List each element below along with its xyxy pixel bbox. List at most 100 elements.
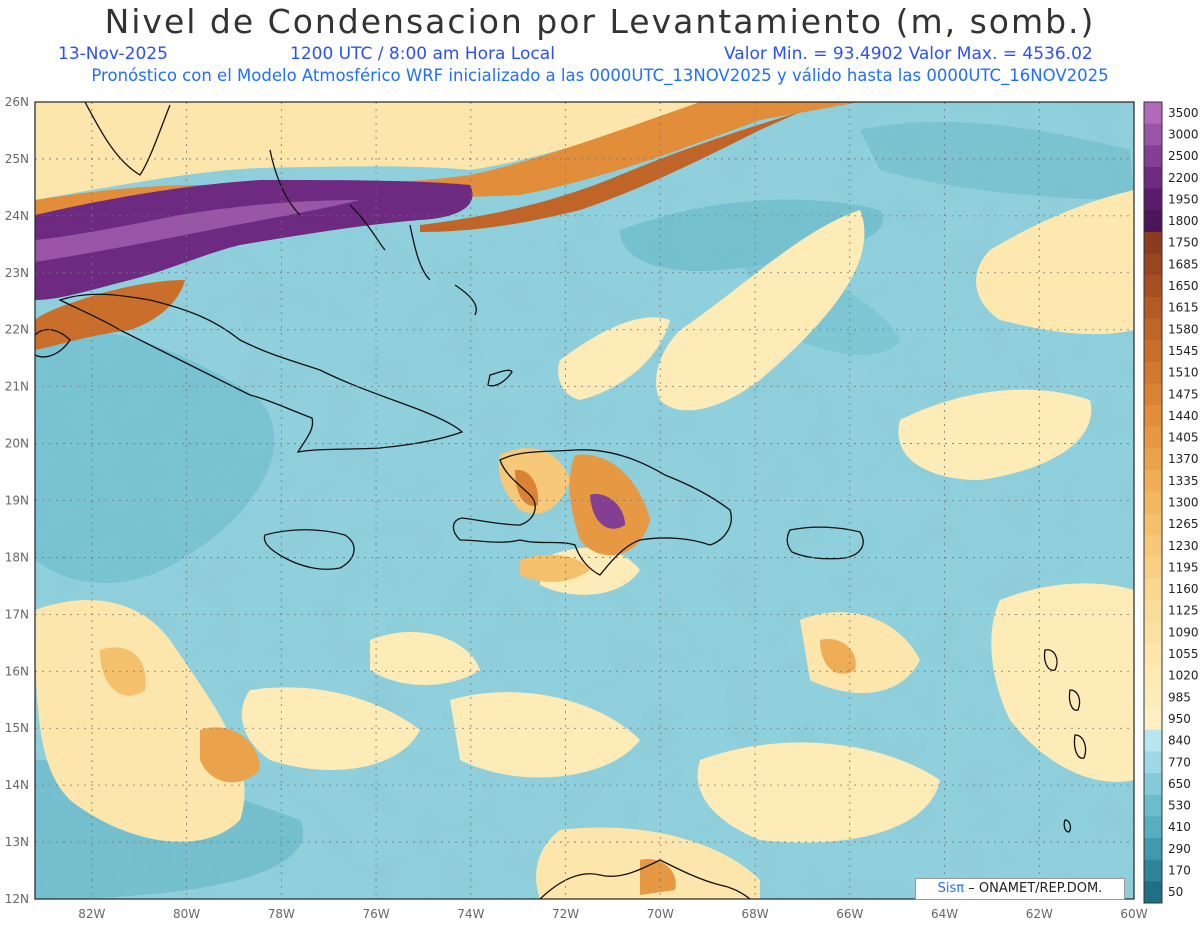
- legend-frame: [1143, 101, 1163, 904]
- lat-label: 19N: [5, 494, 29, 508]
- legend-swatch: [1144, 556, 1162, 579]
- lat-label: 13N: [5, 835, 29, 849]
- legend-label: 2500: [1168, 149, 1199, 163]
- lat-label: 23N: [5, 266, 29, 280]
- legend-swatch: [1144, 686, 1162, 709]
- lon-label: 76W: [362, 907, 389, 921]
- legend-swatch: [1144, 166, 1162, 190]
- lat-label: 16N: [5, 664, 29, 678]
- lat-label: 24N: [5, 209, 29, 223]
- lat-label: 21N: [5, 380, 29, 394]
- legend-label: 1265: [1168, 517, 1199, 531]
- legend-label: 1685: [1168, 257, 1199, 271]
- legend-label: 1615: [1168, 301, 1199, 315]
- forecast-date: 13-Nov-2025: [58, 44, 168, 64]
- legend-swatch: [1144, 210, 1162, 233]
- legend-swatch: [1144, 664, 1162, 688]
- lat-label: 14N: [5, 778, 29, 792]
- legend-label: 950: [1168, 712, 1191, 726]
- lon-label: 74W: [457, 907, 484, 921]
- legend-swatch: [1144, 361, 1162, 384]
- legend-swatch: [1144, 599, 1162, 623]
- legend-label: 3500: [1168, 106, 1199, 120]
- legend-swatch: [1144, 751, 1162, 774]
- legend-swatch: [1144, 470, 1162, 493]
- lat-label: 26N: [5, 95, 29, 109]
- credit-box: Sisπ – ONAMET/REP.DOM.: [915, 878, 1125, 900]
- lesser-antilles: [1043, 649, 1087, 833]
- legend-swatch: [1144, 253, 1162, 276]
- legend-swatch: [1144, 448, 1162, 471]
- legend-label: 1020: [1168, 669, 1199, 683]
- legend-label: 2200: [1168, 171, 1199, 185]
- legend-swatch: [1144, 534, 1162, 558]
- forecast-note: Pronóstico con el Modelo Atmosférico WRF…: [91, 66, 1109, 85]
- legend-label: 1800: [1168, 214, 1199, 228]
- map-frame: [34, 101, 1135, 900]
- legend-swatch: [1144, 188, 1162, 211]
- legend-label: 290: [1168, 842, 1191, 856]
- florida-coast: [84, 102, 171, 176]
- lon-label: 72W: [552, 907, 579, 921]
- legend-swatch: [1144, 621, 1162, 644]
- lon-label: 70W: [647, 907, 674, 921]
- legend-swatch: [1144, 383, 1162, 406]
- lat-lon-grid: [35, 102, 1134, 899]
- legend-label: 170: [1168, 864, 1191, 878]
- lat-label: 17N: [5, 607, 29, 621]
- legend-swatch: [1144, 102, 1162, 125]
- credit-text: – ONAMET/REP.DOM.: [968, 881, 1103, 896]
- legend-label: 1750: [1168, 236, 1199, 250]
- legend-label: 3000: [1168, 127, 1199, 141]
- legend-label: 770: [1168, 755, 1191, 769]
- color-legend: 3500 3000 2500 2200 1950 1800 1750 1685 1650 1615…: [1143, 101, 1199, 904]
- forecast-time: 1200 UTC / 8:00 am Hora Local: [290, 44, 555, 64]
- legend-swatch: [1144, 838, 1162, 861]
- legend-swatch: [1144, 275, 1162, 298]
- legend-label: 1580: [1168, 322, 1199, 336]
- latitude-labels: 26N 25N 24N 23N 22N 21N 20N 19N 18N 17N 16N 15N 14N 1…: [5, 95, 29, 906]
- sispi-logo: Sisπ: [937, 881, 965, 896]
- legend-label: 1650: [1168, 279, 1199, 293]
- legend-swatch: [1144, 340, 1162, 363]
- legend-label: 985: [1168, 690, 1191, 704]
- legend-label: 1195: [1168, 560, 1199, 574]
- legend-label: 410: [1168, 820, 1191, 834]
- lcl-shading: [35, 102, 1134, 899]
- legend-swatch: [1144, 145, 1162, 168]
- legend-label: 1405: [1168, 431, 1199, 445]
- coastlines: [35, 102, 1087, 899]
- jamaica-coast: [263, 529, 355, 570]
- legend-label: 840: [1168, 734, 1191, 748]
- legend-swatch: [1144, 296, 1162, 319]
- legend-label: 50: [1168, 885, 1183, 899]
- legend-label: 1125: [1168, 604, 1199, 618]
- legend-swatch: [1144, 513, 1162, 536]
- south-america-coast: [539, 859, 751, 899]
- longitude-labels: 82W 80W 78W 76W 74W 72W 70W 68W 66W 64W 62W 60W: [78, 907, 1147, 921]
- lon-label: 66W: [836, 907, 863, 921]
- cuba-coast: [58, 293, 464, 453]
- legend-swatch: [1144, 643, 1162, 666]
- legend-label: 530: [1168, 799, 1191, 813]
- legend-swatch: [1144, 318, 1162, 341]
- legend-label: 1055: [1168, 647, 1199, 661]
- lat-label: 15N: [5, 721, 29, 735]
- lon-label: 78W: [268, 907, 295, 921]
- legend-label: 1230: [1168, 539, 1199, 553]
- legend-swatch: [1144, 816, 1162, 839]
- lon-label: 60W: [1120, 907, 1147, 921]
- yucatan-coast: [35, 328, 71, 358]
- legend-swatch: [1144, 578, 1162, 601]
- min-max-values: Valor Min. = 93.4902 Valor Max. = 4536.0…: [724, 44, 1093, 64]
- legend-label: 1545: [1168, 344, 1199, 358]
- lon-label: 64W: [931, 907, 958, 921]
- legend-label: 1370: [1168, 452, 1199, 466]
- lat-label: 25N: [5, 152, 29, 166]
- legend-swatch: [1144, 729, 1162, 752]
- map-title: Nivel de Condensacion por Levantamiento …: [104, 2, 1096, 41]
- legend-swatch: [1144, 859, 1162, 882]
- hispaniola-coast: [452, 449, 732, 576]
- legend-label: 1300: [1168, 496, 1199, 510]
